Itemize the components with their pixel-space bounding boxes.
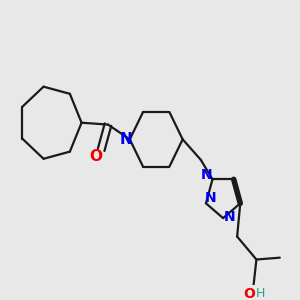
Text: N: N: [205, 191, 216, 205]
Text: N: N: [201, 168, 213, 182]
Text: H: H: [256, 287, 265, 300]
Text: O: O: [90, 149, 103, 164]
Text: N: N: [119, 132, 132, 147]
Text: O: O: [244, 287, 256, 300]
Text: N: N: [224, 210, 235, 224]
